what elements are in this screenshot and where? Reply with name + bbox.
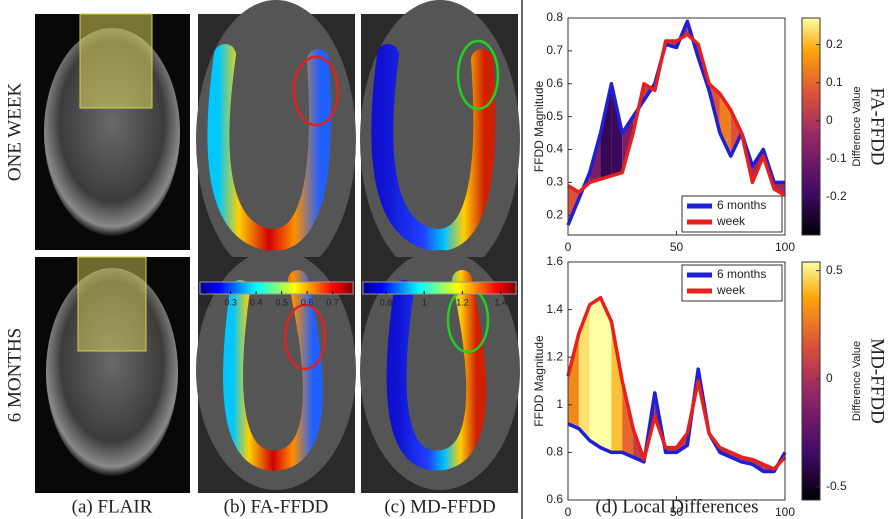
colorbar-tick-label: -0.2 xyxy=(826,189,847,203)
legend-label: 6 months xyxy=(717,198,766,212)
difference-fill xyxy=(568,333,579,429)
y-tick-label: 0.8 xyxy=(546,445,563,459)
legend-label: week xyxy=(716,283,746,297)
y-axis-label: FFDD Magnitude xyxy=(532,335,546,427)
tick-label: 1 xyxy=(422,297,427,307)
tick-label: 0.8 xyxy=(380,297,393,307)
difference-fill xyxy=(589,297,601,448)
difference-fill xyxy=(719,93,731,157)
difference-fill xyxy=(578,304,590,441)
x-tick-label: 50 xyxy=(670,505,684,519)
y-axis-label: FFDD Magnitude xyxy=(532,80,546,172)
difference-fill xyxy=(730,110,742,157)
series-line xyxy=(567,32,786,198)
y-tick-label: 0.2 xyxy=(546,207,563,221)
flair-6m xyxy=(35,256,190,493)
y-tick-label: 0.6 xyxy=(546,492,563,506)
series-line xyxy=(566,19,785,226)
caption: (d) Local Differences xyxy=(595,496,758,517)
flair-week xyxy=(35,13,190,250)
tick-label: 0.2 xyxy=(199,297,212,307)
colorbar-tick-label: 0 xyxy=(826,113,833,127)
colorbar-tick-label: -0.1 xyxy=(826,151,847,165)
caption: (c) MD-FFDD xyxy=(384,496,495,517)
series-line xyxy=(566,295,787,471)
x-tick-label: 100 xyxy=(775,505,795,519)
colorbar xyxy=(199,281,354,295)
tick-label: 0.3 xyxy=(224,297,237,307)
legend xyxy=(681,195,783,233)
tick-label: 0.6 xyxy=(301,297,314,307)
y-tick-label: 1.6 xyxy=(546,254,563,268)
y-tick-label: 1.2 xyxy=(546,349,563,363)
side-label: FA-FFDD xyxy=(867,88,888,166)
colorbar xyxy=(801,17,821,236)
colorbar-tick-label: 0.5 xyxy=(826,263,843,277)
y-tick-label: 1 xyxy=(556,397,563,411)
difference-fill xyxy=(600,83,612,180)
colorbar-tick-label: 0.2 xyxy=(826,37,843,51)
legend-label: 6 months xyxy=(717,267,766,281)
fa-6m xyxy=(196,250,356,493)
y-tick-label: 0.6 xyxy=(546,76,563,90)
colorbar xyxy=(801,261,821,501)
colorbar xyxy=(362,281,517,295)
difference-fill xyxy=(611,83,623,176)
difference-fill xyxy=(611,321,623,453)
caption: (a) FLAIR xyxy=(72,496,153,517)
colorbar-label: Difference Value xyxy=(851,341,863,421)
colorbar-tick-label: 0 xyxy=(826,371,833,385)
side-label: MD-FFDD xyxy=(867,338,888,424)
mri-panels xyxy=(35,0,523,519)
difference-fill xyxy=(600,297,612,453)
tick-label: 0.7 xyxy=(326,297,339,307)
x-tick-label: 0 xyxy=(565,240,572,254)
y-tick-label: 0.7 xyxy=(546,43,563,57)
y-tick-label: 0.5 xyxy=(546,109,563,123)
y-tick-label: 1.4 xyxy=(546,302,563,316)
x-tick-label: 50 xyxy=(670,240,684,254)
fa-week xyxy=(196,0,356,280)
row-label: 6 MONTHS xyxy=(4,328,25,422)
legend xyxy=(681,264,783,302)
md-6m xyxy=(360,250,520,493)
tick-label: 0.4 xyxy=(250,297,263,307)
x-tick-label: 100 xyxy=(775,240,795,254)
caption: (b) FA-FFDD xyxy=(224,496,329,517)
y-tick-label: 0.4 xyxy=(546,142,563,156)
legend-label: week xyxy=(716,214,746,228)
tick-label: 0.5 xyxy=(275,297,288,307)
y-tick-label: 0.3 xyxy=(546,175,563,189)
colorbar-tick-label: -0.5 xyxy=(826,479,847,493)
row-label: ONE WEEK xyxy=(4,83,25,182)
md-week xyxy=(360,0,520,280)
colorbar-label: Difference Value xyxy=(851,86,863,166)
tick-label: 1.4 xyxy=(494,297,507,307)
colorbar-tick-label: 0.1 xyxy=(826,75,843,89)
y-tick-label: 0.8 xyxy=(546,10,563,24)
tick-label: 1.2 xyxy=(456,297,469,307)
x-tick-label: 0 xyxy=(565,505,572,519)
series-line xyxy=(567,367,787,474)
